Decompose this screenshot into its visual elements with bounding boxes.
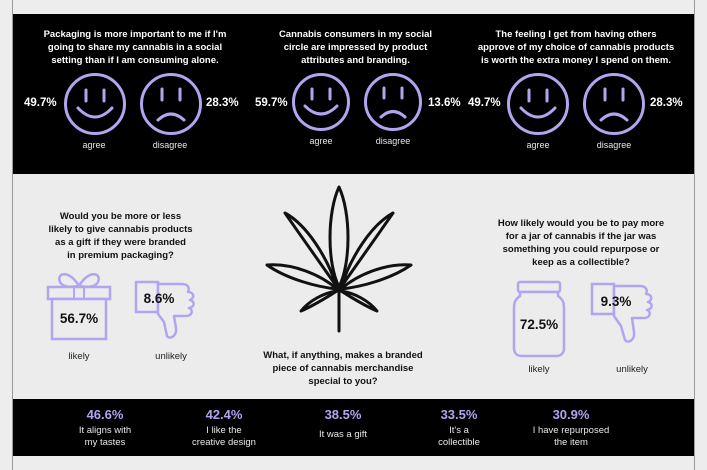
jar-icon xyxy=(512,280,566,358)
jar-title-line: How likely would you be to pay more xyxy=(497,218,665,229)
q1-title-line: Packaging is more important to me if I'm xyxy=(43,29,227,40)
q3-title-line: approve of my choice of cannabis product… xyxy=(477,42,675,53)
q2-title-line: attributes and branding. xyxy=(301,55,410,66)
gift-likely-pct: 56.7% xyxy=(59,311,99,326)
merch-stat-pct: 30.9% xyxy=(552,407,590,422)
merch-stat: 38.5% It was a gift xyxy=(283,407,403,441)
jar-likely-pct: 72.5% xyxy=(519,317,559,332)
gift-box-icon xyxy=(46,273,112,341)
merch-stat-label-line: It's a xyxy=(449,425,469,436)
frame-right-line xyxy=(694,0,695,470)
gift-likely-label: likely xyxy=(68,351,90,362)
merch-stat-pct: 38.5% xyxy=(324,407,362,422)
gift-title-line: Would you be more or less xyxy=(59,211,182,222)
q1-agree-pct: 49.7% xyxy=(24,97,57,109)
merch-stat: 42.4% I like the creative design xyxy=(164,407,284,448)
thumbs-down-icon xyxy=(590,282,653,343)
merch-stat-label-line: the item xyxy=(554,436,588,448)
q1-disagree-pct: 28.3% xyxy=(206,97,239,109)
q2-disagree-pct: 13.6% xyxy=(428,97,461,109)
merch-title-line: What, if anything, makes a branded xyxy=(263,350,423,361)
smiley-face-icon xyxy=(64,73,126,135)
merch-title-line: piece of cannabis merchandise xyxy=(272,363,414,374)
merch-question-title: What, if anything, makes a branded piece… xyxy=(238,349,448,388)
merch-stat-label: It's a collectible xyxy=(399,425,519,448)
q1-title-line: setting than if I am consuming alone. xyxy=(51,55,219,66)
merch-stat: 30.9% I have repurposed the item xyxy=(511,407,631,448)
jar-title-line: something you could repurpose or xyxy=(502,244,660,255)
q3-title: The feeling I get from having others app… xyxy=(465,28,687,67)
cannabis-leaf-icon xyxy=(265,185,413,333)
smiley-face-icon xyxy=(507,73,569,135)
q2-title-line: Cannabis consumers in my social xyxy=(278,29,433,40)
merch-stat-pct: 46.6% xyxy=(86,407,124,422)
jar-likely-label: likely xyxy=(528,364,550,375)
q3-title-line: The feeling I get from having others xyxy=(495,29,657,40)
thumbs-down-icon xyxy=(134,280,195,339)
gift-title-line: as a gift if they were branded xyxy=(55,237,186,248)
q3-agree-pct: 49.7% xyxy=(468,97,501,109)
sad-face-icon xyxy=(583,73,645,135)
q2-agree-label: agree xyxy=(309,136,333,146)
q2-agree-pct: 59.7% xyxy=(255,97,288,109)
q3-agree-label: agree xyxy=(526,140,550,150)
merch-stat: 33.5% It's a collectible xyxy=(399,407,519,448)
merch-stat-label-line: It aligns with xyxy=(78,425,132,436)
gift-unlikely-pct: 8.6% xyxy=(143,291,175,306)
q2-title: Cannabis consumers in my social circle a… xyxy=(258,28,453,67)
q1-title-line: going to share my cannabis in a social xyxy=(47,42,223,53)
merch-stat-label: I like the creative design xyxy=(164,425,284,448)
q1-disagree-label: disagree xyxy=(152,140,188,150)
merch-stat-label-line: It was a gift xyxy=(318,429,368,440)
q3-disagree-pct: 28.3% xyxy=(650,97,683,109)
merch-stat-label: It was a gift xyxy=(283,429,403,441)
merch-stat-label: I have repurposed the item xyxy=(511,425,631,448)
gift-unlikely-label: unlikely xyxy=(155,351,187,362)
q1-agree-label: agree xyxy=(82,140,106,150)
sad-face-icon xyxy=(364,73,422,131)
jar-title-line: for a jar of cannabis if the jar was xyxy=(505,231,657,242)
q3-title-line: is worth the extra money I spend on them… xyxy=(480,55,672,66)
gift-title-line: in premium packaging? xyxy=(67,250,174,261)
gift-title-line: likely to give cannabis products xyxy=(48,224,193,235)
merch-stat-pct: 42.4% xyxy=(205,407,243,422)
merch-stat-label-line: I have repurposed xyxy=(532,425,610,436)
jar-question-title: How likely would you be to pay more for … xyxy=(472,217,690,269)
merch-stat-label-line: creative design xyxy=(192,436,256,448)
merch-title-line: special to you? xyxy=(308,376,378,387)
merch-stat-label-line: collectible xyxy=(438,436,480,448)
q1-title: Packaging is more important to me if I'm… xyxy=(30,28,240,67)
merch-stat-label: It aligns with my tastes xyxy=(45,425,165,448)
q3-disagree-label: disagree xyxy=(596,140,632,150)
q2-disagree-label: disagree xyxy=(375,136,411,146)
jar-title-line: keep as a collectible? xyxy=(532,257,630,268)
merch-stat: 46.6% It aligns with my tastes xyxy=(45,407,165,448)
merch-stat-label-line: I like the xyxy=(206,425,242,436)
merch-stat-pct: 33.5% xyxy=(440,407,478,422)
smiley-face-icon xyxy=(292,73,350,131)
sad-face-icon xyxy=(140,73,202,135)
jar-unlikely-pct: 9.3% xyxy=(600,294,632,309)
frame-left-line xyxy=(12,0,13,470)
top-survey-band xyxy=(13,14,694,174)
merch-stat-label-line: my tastes xyxy=(84,436,126,448)
bottom-stats-band xyxy=(13,399,694,456)
jar-unlikely-label: unlikely xyxy=(616,364,648,375)
q2-title-line: circle are impressed by product xyxy=(283,42,428,53)
gift-question-title: Would you be more or less likely to give… xyxy=(28,210,213,262)
